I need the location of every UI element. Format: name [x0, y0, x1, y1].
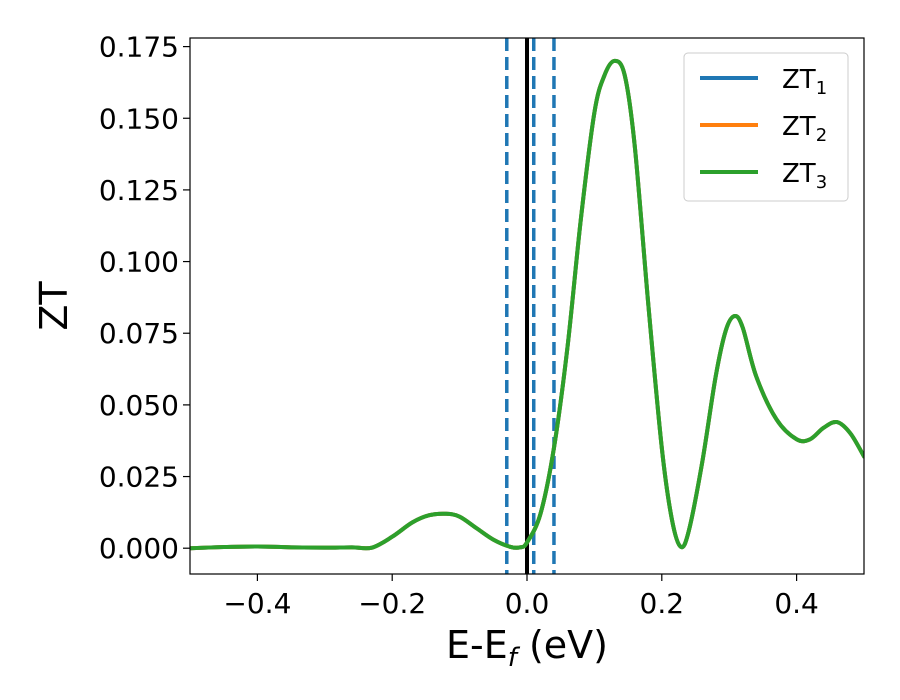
x-tick-label: 0.0 — [505, 587, 550, 620]
reference-lines — [505, 38, 556, 574]
x-tick-label: 0.2 — [640, 587, 685, 620]
series-line-zt3 — [190, 58, 864, 551]
x-axis-label: E-Ef (eV) — [446, 623, 608, 673]
legend-label-zt2: ZT2 — [782, 112, 827, 146]
plot-frame — [189, 37, 865, 575]
y-tick-label: 0.125 — [99, 174, 179, 207]
x-axis-label-unit: (eV) — [517, 623, 608, 667]
x-axis-ticks: −0.4 −0.2 0.0 0.2 0.4 — [223, 574, 819, 620]
legend-items: ZT1 ZT2 ZT3 — [700, 65, 827, 193]
y-tick-label: 0.175 — [99, 31, 179, 64]
y-tick-label: 0.050 — [99, 389, 179, 422]
legend-frame — [683, 52, 849, 202]
legend-label-zt1: ZT1 — [782, 65, 827, 99]
legend-label-zt3: ZT3 — [782, 159, 827, 193]
x-tick-label: −0.2 — [358, 587, 426, 620]
x-tick-label: −0.4 — [223, 587, 291, 620]
y-axis-label: ZT — [32, 281, 76, 331]
legend: ZT1 ZT2 ZT3 — [683, 52, 849, 202]
y-axis-ticks: 0.000 0.025 0.050 0.075 0.100 0.125 0.150 0.175 — [99, 31, 190, 565]
x-axis-label-main: E-E — [446, 623, 508, 667]
y-tick-label: 0.075 — [99, 317, 179, 350]
series-lines — [190, 58, 864, 551]
y-tick-label: 0.100 — [99, 246, 179, 279]
y-tick-label: 0.025 — [99, 461, 179, 494]
y-tick-label: 0.150 — [99, 102, 179, 135]
x-tick-label: 0.4 — [774, 587, 819, 620]
y-tick-label: 0.000 — [99, 532, 179, 565]
